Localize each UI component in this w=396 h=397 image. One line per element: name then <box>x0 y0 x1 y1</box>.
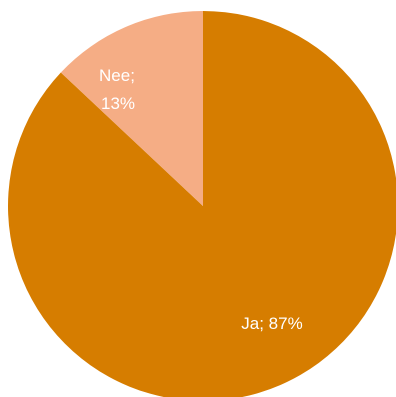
slice-label-ja: Ja; 87% <box>241 314 302 333</box>
pie-slice-nee <box>60 11 203 206</box>
slice-label-nee-line1: Nee; <box>99 66 135 85</box>
pie-labels: Ja; 87% Nee; 13% <box>99 66 303 333</box>
pie-slice-ja <box>8 11 396 397</box>
slice-label-nee-line2: 13% <box>101 94 135 113</box>
pie-slices <box>8 11 396 397</box>
